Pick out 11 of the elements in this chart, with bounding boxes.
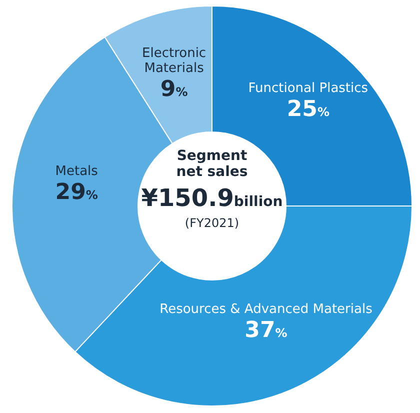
data-label: 37% bbox=[244, 318, 288, 344]
text: (FY2021) bbox=[184, 216, 240, 230]
slice-label: Resources & Advanced Materials bbox=[158, 302, 374, 318]
data-label: 25% bbox=[286, 96, 330, 122]
slice-label: Metals bbox=[55, 164, 98, 180]
slice-label: Electronic Materials bbox=[141, 46, 208, 78]
data-label: 9% bbox=[159, 77, 189, 103]
data-label: 29% bbox=[55, 180, 98, 206]
slice-label: Functional Plastics bbox=[248, 80, 368, 96]
text: Segment net sales bbox=[175, 148, 249, 180]
text: ¥150.9billion bbox=[140, 184, 284, 212]
